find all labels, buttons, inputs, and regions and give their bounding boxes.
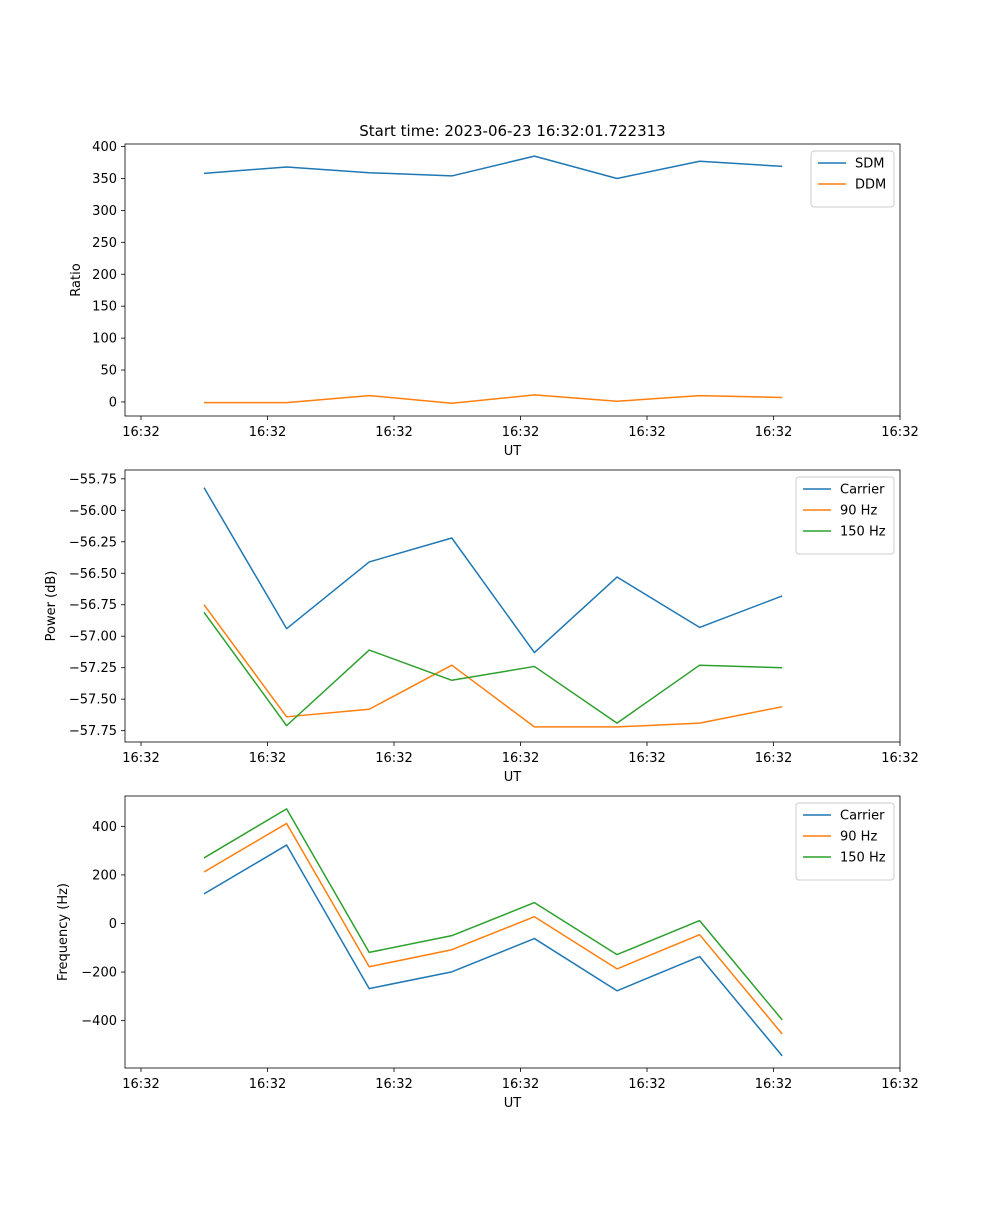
y-tick-label: −57.25 bbox=[69, 661, 117, 676]
y-tick-label: 200 bbox=[92, 268, 117, 283]
legend-label: DDM bbox=[855, 178, 886, 193]
series-line-90-hz bbox=[203, 604, 783, 728]
x-tick-label: 16:32 bbox=[881, 751, 918, 766]
legend: SDM DDM bbox=[810, 150, 895, 208]
legend: Carrier 90 Hz 150 Hz bbox=[795, 802, 895, 881]
x-tick-label: 16:32 bbox=[755, 751, 792, 766]
chart-panel-3: 16:3216:3216:3216:3216:3216:3216:3216:33… bbox=[56, 795, 919, 1111]
x-axis-label: UT bbox=[504, 770, 522, 785]
series-line-150-hz bbox=[203, 611, 783, 727]
y-tick-label: 200 bbox=[92, 868, 117, 883]
x-tick-label: 16:32 bbox=[122, 1077, 159, 1092]
x-tick-label: 16:32 bbox=[249, 1077, 286, 1092]
y-tick-label: −56.75 bbox=[69, 598, 117, 613]
y-tick-label: 250 bbox=[92, 236, 117, 251]
legend-label: 90 Hz bbox=[840, 830, 877, 845]
x-axis-label: UT bbox=[504, 444, 522, 459]
x-tick-label: 16:32 bbox=[122, 425, 159, 440]
x-tick-label: 16:32 bbox=[628, 1077, 665, 1092]
axes-frame bbox=[124, 795, 901, 1069]
y-tick-label: −56.50 bbox=[69, 567, 117, 582]
y-axis-label: Frequency (Hz) bbox=[56, 883, 71, 981]
y-tick-label: −56.25 bbox=[69, 535, 117, 550]
y-tick-label: 0 bbox=[109, 395, 117, 410]
x-tick-label: 16:32 bbox=[502, 1077, 539, 1092]
x-tick-label: 16:32 bbox=[122, 751, 159, 766]
series-line-ddm bbox=[204, 394, 783, 404]
series-line-sdm bbox=[203, 155, 783, 180]
x-tick-label: 16:32 bbox=[375, 425, 412, 440]
legend-label: 90 Hz bbox=[840, 504, 877, 519]
x-tick-label: 16:32 bbox=[755, 425, 792, 440]
x-tick-label: 16:32 bbox=[881, 425, 918, 440]
y-axis-label: Ratio bbox=[69, 263, 84, 296]
legend-frame bbox=[795, 802, 895, 881]
y-tick-label: 100 bbox=[92, 332, 117, 347]
x-tick-label: 16:32 bbox=[628, 425, 665, 440]
legend-frame bbox=[810, 150, 895, 208]
legend-label: 150 Hz bbox=[840, 851, 886, 866]
axes-frame bbox=[124, 469, 901, 743]
y-tick-label: −57.50 bbox=[69, 693, 117, 708]
x-tick-label: 16:32 bbox=[249, 425, 286, 440]
y-tick-label: 0 bbox=[109, 917, 117, 932]
x-axis-label: UT bbox=[504, 1096, 522, 1111]
chart-panel-2: 16:3216:3216:3216:3216:3216:3216:3216:33… bbox=[44, 469, 919, 785]
chart-panel-1: 16:3216:3216:3216:3216:3216:3216:3216:33… bbox=[69, 140, 919, 459]
x-tick-label: 16:32 bbox=[628, 751, 665, 766]
legend-label: SDM bbox=[855, 157, 884, 172]
x-tick-label: 16:32 bbox=[375, 751, 412, 766]
y-tick-label: −200 bbox=[81, 966, 117, 981]
y-axis-label: Power (dB) bbox=[44, 571, 59, 642]
x-tick-label: 16:32 bbox=[249, 751, 286, 766]
y-tick-label: 300 bbox=[92, 204, 117, 219]
y-tick-label: 400 bbox=[92, 140, 117, 155]
legend-label: 150 Hz bbox=[840, 525, 886, 540]
x-tick-label: 16:32 bbox=[502, 425, 539, 440]
legend: Carrier 90 Hz 150 Hz bbox=[795, 476, 895, 555]
series-line-150-hz bbox=[203, 808, 783, 1021]
y-tick-label: 400 bbox=[92, 820, 117, 835]
x-tick-label: 16:32 bbox=[881, 1077, 918, 1092]
y-tick-label: 150 bbox=[92, 300, 117, 315]
y-tick-label: 50 bbox=[100, 364, 117, 379]
series-line-carrier bbox=[203, 487, 783, 654]
y-tick-label: −400 bbox=[81, 1014, 117, 1029]
x-tick-label: 16:32 bbox=[502, 751, 539, 766]
x-tick-label: 16:32 bbox=[755, 1077, 792, 1092]
y-tick-label: 350 bbox=[92, 172, 117, 187]
y-tick-label: −56.00 bbox=[69, 504, 117, 519]
y-tick-label: −57.00 bbox=[69, 630, 117, 645]
x-tick-label: 16:32 bbox=[375, 1077, 412, 1092]
y-tick-label: −55.75 bbox=[69, 472, 117, 487]
y-tick-label: −57.75 bbox=[69, 724, 117, 739]
legend-label: Carrier bbox=[840, 483, 885, 498]
legend-label: Carrier bbox=[840, 809, 885, 824]
axes-frame bbox=[124, 143, 901, 417]
series-line-90-hz bbox=[203, 822, 783, 1035]
legend-frame bbox=[795, 476, 895, 555]
figure-title: Start time: 2023-06-23 16:32:01.722313 bbox=[359, 122, 665, 140]
series-line-carrier bbox=[203, 844, 783, 1057]
